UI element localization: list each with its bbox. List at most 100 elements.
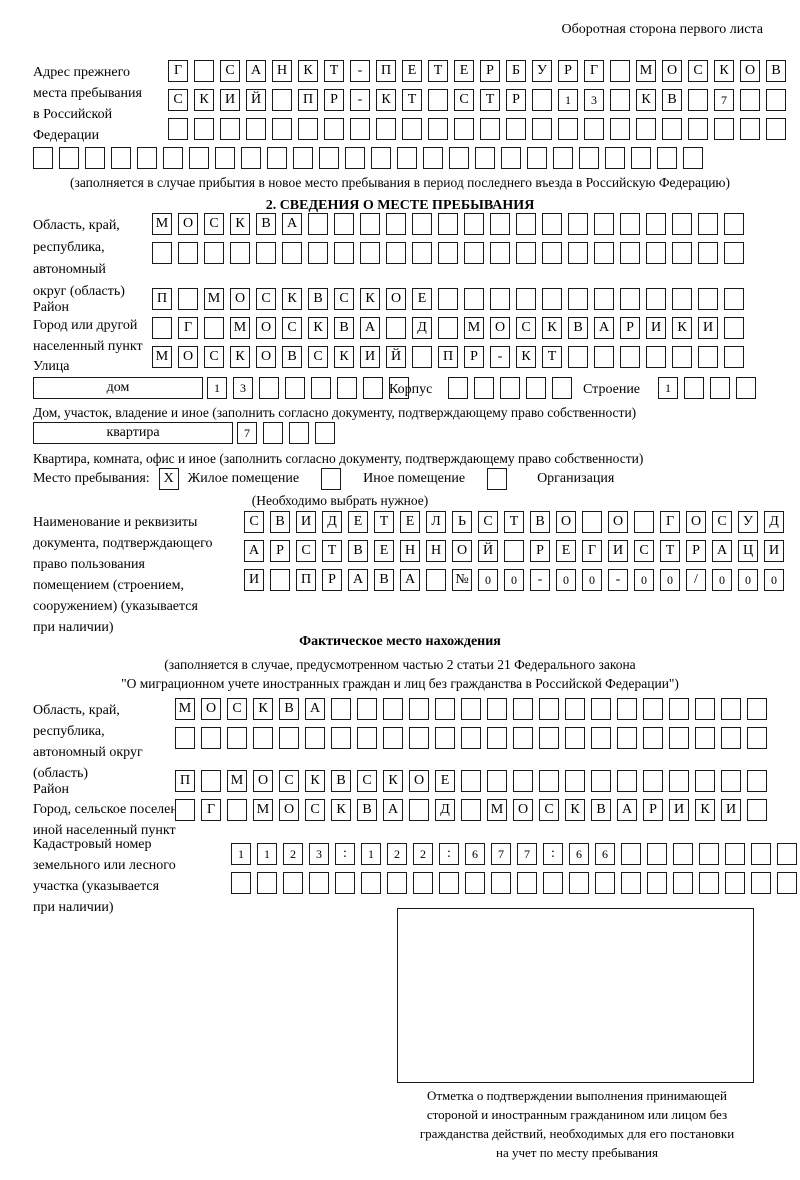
section2-region-row-2-cell-16[interactable] [542,242,562,264]
korpus-cells-cell-3[interactable] [500,377,520,399]
cadastral-row-1-cell-16[interactable] [621,843,641,865]
section2-city-row-cell-2[interactable]: Г [178,317,198,339]
prev-address-row-1-cell-17[interactable]: Г [584,60,604,82]
document-row-1-cell-15[interactable]: О [608,511,628,533]
actual-region-row-1-cell-4[interactable]: К [253,698,273,720]
prev-address-row-2-cell-17[interactable]: 3 [584,89,604,111]
actual-region-row-2-cell-4[interactable] [253,727,273,749]
section2-district-row-cell-15[interactable] [516,288,536,310]
actual-city-row-cell-22[interactable]: И [721,799,741,821]
actual-district-row-cell-13[interactable] [487,770,507,792]
cadastral-row-1-cell-18[interactable] [673,843,693,865]
actual-district-row-cell-11[interactable]: Е [435,770,455,792]
actual-city-row-cell-11[interactable]: Д [435,799,455,821]
document-row-1-cell-7[interactable]: Е [400,511,420,533]
prev-address-row-4-cell-11[interactable] [293,147,313,169]
prev-address-row-3-cell-22[interactable] [714,118,734,140]
document-row-3-cell-4[interactable]: Р [322,569,342,591]
actual-city-row-cell-18[interactable]: А [617,799,637,821]
actual-district-row-cell-12[interactable] [461,770,481,792]
prev-address-row-1-cell-5[interactable]: Н [272,60,292,82]
document-row-3-cell-3[interactable]: П [296,569,316,591]
document-row-2-cell-18[interactable]: Р [686,540,706,562]
section2-city-row-cell-20[interactable]: И [646,317,666,339]
prev-address-row-2-cell-13[interactable]: Т [480,89,500,111]
prev-address-row-2-cell-20[interactable]: В [662,89,682,111]
document-row-1-cell-9[interactable]: Ь [452,511,472,533]
section2-district-row-cell-2[interactable] [178,288,198,310]
prev-address-row-4-cell-16[interactable] [423,147,443,169]
actual-city-row-cell-19[interactable]: Р [643,799,663,821]
section2-region-row-2-cell-17[interactable] [568,242,588,264]
section2-region-row-2-cell-10[interactable] [386,242,406,264]
document-row-2-cell-14[interactable]: Г [582,540,602,562]
actual-city-row-cell-4[interactable]: М [253,799,273,821]
section2-district-row-cell-3[interactable]: М [204,288,224,310]
document-row-1-cell-8[interactable]: Л [426,511,446,533]
section2-city-row-cell-11[interactable]: Д [412,317,432,339]
section2-region-row-1-cell-10[interactable] [386,213,406,235]
document-row-3-cell-13[interactable]: 0 [556,569,576,591]
cadastral-row-1-cell-6[interactable]: 1 [361,843,381,865]
document-row-3-cell-21[interactable]: 0 [764,569,784,591]
section2-street-row-cell-23[interactable] [724,346,744,368]
actual-district-row-cell-7[interactable]: В [331,770,351,792]
document-row-1-cell-6[interactable]: Т [374,511,394,533]
document-row-2-cell-1[interactable]: А [244,540,264,562]
prev-address-row-2-cell-3[interactable]: И [220,89,240,111]
prev-address-row-1-cell-20[interactable]: О [662,60,682,82]
prev-address-row-1-cell-23[interactable]: О [740,60,760,82]
section2-city-row-cell-5[interactable]: О [256,317,276,339]
section2-region-row-1-cell-12[interactable] [438,213,458,235]
prev-address-row-4-cell-6[interactable] [163,147,183,169]
actual-region-row-1-cell-15[interactable] [539,698,559,720]
prev-address-row-2-cell-10[interactable]: Т [402,89,422,111]
section2-region-row-2-cell-23[interactable] [724,242,744,264]
cadastral-row-2-cell-22[interactable] [777,872,797,894]
document-row-1-cell-1[interactable]: С [244,511,264,533]
prev-address-row-4-cell-12[interactable] [319,147,339,169]
prev-address-row-4-cell-13[interactable] [345,147,365,169]
korpus-cells-cell-2[interactable] [474,377,494,399]
section2-region-row-1-cell-14[interactable] [490,213,510,235]
prev-address-row-4-cell-9[interactable] [241,147,261,169]
house-number-cells-cell-1[interactable]: 1 [207,377,227,399]
flat-number-cells-cell-4[interactable] [315,422,335,444]
actual-region-row-2-cell-1[interactable] [175,727,195,749]
prev-address-row-2-cell-14[interactable]: Р [506,89,526,111]
prev-address-row-4-cell-3[interactable] [85,147,105,169]
section2-region-row-1-cell-23[interactable] [724,213,744,235]
actual-region-row-2-cell-16[interactable] [565,727,585,749]
section2-region-row-1-cell-15[interactable] [516,213,536,235]
document-row-1-cell-19[interactable]: С [712,511,732,533]
actual-region-row-1-cell-8[interactable] [357,698,377,720]
actual-district-row-cell-22[interactable] [721,770,741,792]
prev-address-row-2-cell-21[interactable] [688,89,708,111]
document-row-3-cell-18[interactable]: / [686,569,706,591]
section2-region-row-2-cell-12[interactable] [438,242,458,264]
section2-city-row-cell-19[interactable]: Р [620,317,640,339]
prev-address-row-4-cell-24[interactable] [631,147,651,169]
actual-region-row-1-cell-18[interactable] [617,698,637,720]
section2-district-row-cell-16[interactable] [542,288,562,310]
actual-region-row-1-cell-13[interactable] [487,698,507,720]
prev-address-row-4-cell-26[interactable] [683,147,703,169]
cadastral-row-1-cell-22[interactable] [777,843,797,865]
cadastral-row-2-cell-8[interactable] [413,872,433,894]
cadastral-row-2-cell-17[interactable] [647,872,667,894]
house-number-cells-cell-5[interactable] [311,377,331,399]
document-row-3-cell-1[interactable]: И [244,569,264,591]
section2-street-row-cell-2[interactable]: О [178,346,198,368]
document-row-1-cell-18[interactable]: О [686,511,706,533]
document-row-3-cell-11[interactable]: 0 [504,569,524,591]
prev-address-row-1-cell-21[interactable]: С [688,60,708,82]
section2-street-row-cell-20[interactable] [646,346,666,368]
prev-address-row-2-cell-8[interactable]: - [350,89,370,111]
cadastral-row-2-cell-5[interactable] [335,872,355,894]
actual-region-row-1-cell-11[interactable] [435,698,455,720]
document-row-2-cell-11[interactable] [504,540,524,562]
section2-region-row-2-cell-21[interactable] [672,242,692,264]
